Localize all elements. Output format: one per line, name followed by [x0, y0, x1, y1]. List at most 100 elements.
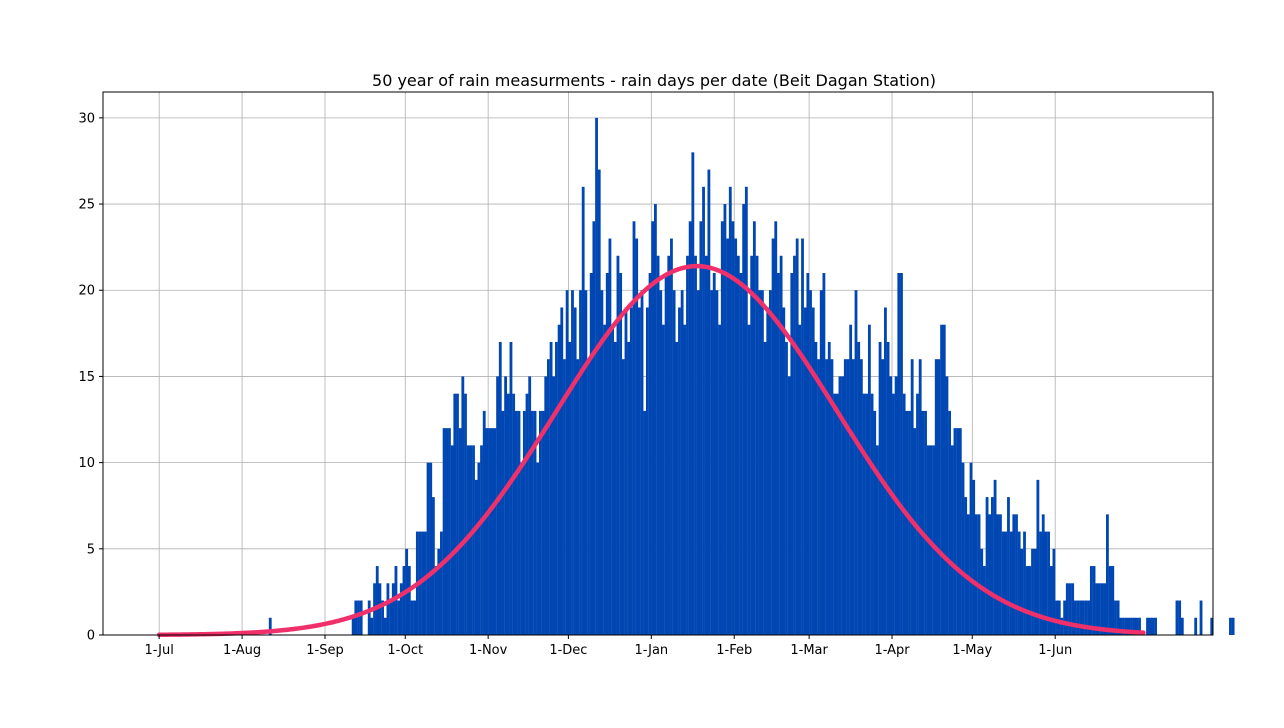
- histogram-bar: [1108, 566, 1112, 635]
- histogram-bar: [723, 204, 727, 636]
- histogram-bar: [357, 600, 360, 635]
- histogram-bar: [785, 341, 788, 635]
- x-tick-label: 1-Jan: [634, 643, 668, 658]
- histogram-bar: [884, 307, 887, 635]
- histogram-bar: [817, 359, 820, 635]
- histogram-bar: [940, 324, 943, 635]
- histogram-bar: [399, 583, 403, 635]
- histogram-bar: [1007, 497, 1010, 635]
- histogram-bar: [579, 290, 582, 635]
- histogram-bar: [1084, 600, 1088, 635]
- histogram-bar: [707, 169, 711, 635]
- histogram-bar: [1175, 600, 1179, 635]
- histogram-bar: [873, 410, 877, 635]
- y-tick-label: 20: [78, 284, 95, 299]
- histogram-bar: [450, 445, 454, 635]
- histogram-bar: [656, 255, 660, 635]
- histogram-bar: [678, 307, 681, 635]
- histogram-bar: [1135, 617, 1139, 635]
- histogram-bar: [423, 531, 427, 635]
- histogram-bar: [843, 359, 847, 635]
- histogram-bar: [407, 566, 411, 635]
- histogram-bar: [1114, 600, 1117, 635]
- histogram-bar: [905, 410, 909, 635]
- histogram-bar: [662, 324, 665, 635]
- histogram-bar: [795, 238, 799, 635]
- histogram-bar: [728, 186, 732, 635]
- histogram-bar: [726, 238, 730, 635]
- fit-curve-layer: [156, 263, 1146, 638]
- histogram-bar: [1103, 583, 1107, 635]
- histogram-bar: [538, 410, 542, 635]
- histogram-bar: [736, 255, 740, 635]
- histogram-bar: [584, 290, 588, 635]
- histogram-bar: [547, 359, 550, 635]
- histogram-bar: [999, 514, 1002, 635]
- histogram-bar: [779, 255, 783, 635]
- histogram-bar: [972, 479, 976, 635]
- histogram-bar: [1122, 617, 1125, 635]
- histogram-bar: [383, 617, 387, 635]
- histogram-bar: [1044, 531, 1048, 635]
- histogram-bar: [1130, 617, 1133, 635]
- histogram-bar: [1154, 617, 1157, 635]
- histogram-bar: [672, 290, 676, 635]
- histogram-bar: [370, 617, 374, 635]
- histogram-bar: [1111, 566, 1115, 635]
- histogram-bar: [686, 255, 689, 635]
- histogram-bar: [993, 479, 997, 635]
- histogram-bar: [857, 341, 861, 635]
- histogram-bar: [386, 583, 390, 635]
- histogram-bar: [702, 186, 705, 635]
- histogram-bar: [522, 410, 526, 635]
- histogram-bar: [648, 273, 652, 635]
- histogram-bar: [1015, 514, 1018, 635]
- histogram-bar: [814, 341, 818, 635]
- histogram-bar: [474, 479, 478, 635]
- histogram-bar: [1194, 617, 1198, 635]
- histogram-bar: [632, 221, 636, 636]
- histogram-bar: [720, 221, 724, 636]
- histogram-bar: [830, 359, 834, 635]
- histogram-bar: [576, 359, 580, 635]
- histogram-bar: [1071, 583, 1075, 635]
- histogram-bar: [440, 531, 443, 635]
- histogram-bar: [801, 238, 804, 635]
- histogram-bar: [822, 273, 826, 635]
- plot-area-frame: [102, 91, 1214, 636]
- histogram-bar: [1229, 617, 1232, 635]
- histogram-bar: [881, 359, 885, 635]
- histogram-bar: [1092, 566, 1096, 635]
- histogram-bar: [627, 341, 631, 635]
- x-tick-label: 1-Nov: [469, 643, 508, 658]
- histogram-bar: [894, 376, 898, 635]
- histogram-bar: [969, 462, 973, 635]
- histogram-bar: [565, 290, 569, 635]
- histogram-bar: [691, 152, 695, 635]
- histogram-bar: [1073, 600, 1077, 635]
- histogram-bar: [1020, 548, 1024, 635]
- histogram-bar: [512, 393, 516, 635]
- histogram-bar: [1060, 617, 1064, 635]
- histogram-bar: [670, 238, 673, 635]
- histogram-bar: [806, 273, 810, 635]
- histogram-bar: [659, 290, 663, 635]
- histogram-bar: [1081, 600, 1085, 635]
- x-tick-label: 1-May: [952, 643, 992, 658]
- histogram-bar: [1012, 514, 1016, 635]
- histogram-bar: [865, 393, 869, 635]
- histogram-bar: [533, 410, 537, 635]
- histogram-bar: [1127, 617, 1131, 635]
- histogram-bar: [616, 255, 620, 635]
- histogram-bar: [825, 359, 828, 635]
- histogram-bar: [568, 341, 572, 635]
- histogram-bar: [841, 376, 845, 635]
- histogram-bar: [849, 324, 853, 635]
- histogram-bar: [838, 376, 842, 635]
- histogram-bar: [464, 393, 467, 635]
- histogram-bar: [520, 462, 524, 635]
- histogram-bar: [948, 410, 952, 635]
- histogram-bar: [437, 548, 441, 635]
- histogram-bar: [426, 462, 430, 635]
- histogram-bar: [937, 359, 941, 635]
